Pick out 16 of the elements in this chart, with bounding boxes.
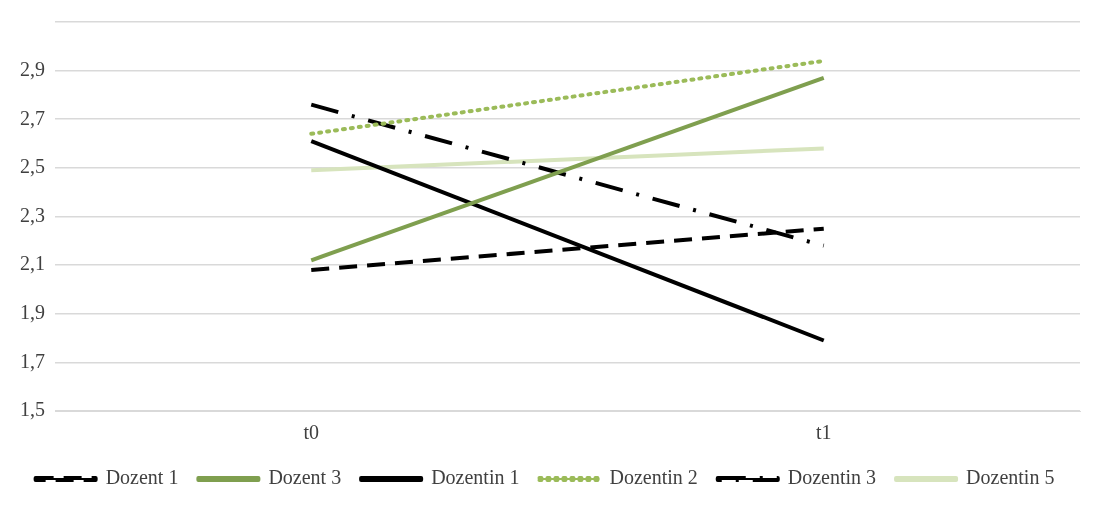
y-tick-label: 2,5 — [20, 155, 45, 178]
legend-label: Dozentin 3 — [787, 466, 877, 489]
legend-label: Dozentin 2 — [609, 466, 698, 489]
y-tick-label: 2,7 — [20, 106, 45, 129]
y-tick-label: 2,9 — [20, 57, 45, 80]
legend-label: Dozent 1 — [105, 466, 179, 489]
x-tick-label: t0 — [303, 421, 320, 444]
y-tick-label: 1,5 — [20, 398, 45, 421]
legend-label: Dozentin 5 — [966, 466, 1055, 489]
legend-label: Dozent 3 — [268, 466, 342, 489]
x-tick-label: t1 — [815, 421, 832, 444]
legend-label: Dozentin 1 — [431, 466, 520, 489]
y-tick-label: 1,9 — [20, 301, 45, 323]
y-tick-label: 2,3 — [20, 203, 45, 226]
y-tick-label: 2,1 — [20, 252, 45, 275]
y-tick-label: 1,7 — [20, 349, 45, 372]
